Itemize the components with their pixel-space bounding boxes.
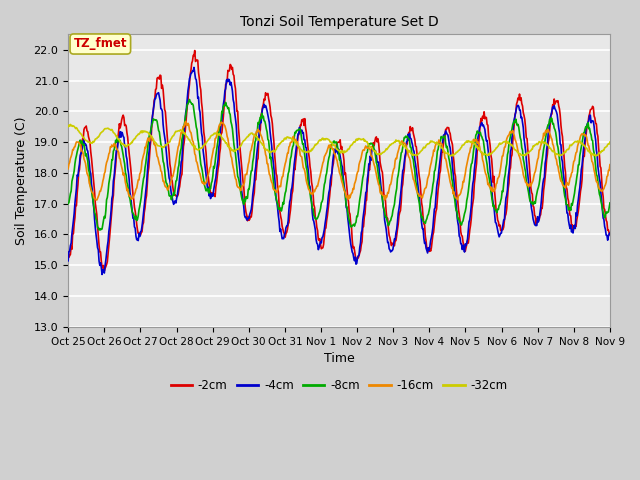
Title: Tonzi Soil Temperature Set D: Tonzi Soil Temperature Set D [239,15,438,29]
Text: TZ_fmet: TZ_fmet [74,37,127,50]
Legend: -2cm, -4cm, -8cm, -16cm, -32cm: -2cm, -4cm, -8cm, -16cm, -32cm [166,374,512,397]
Y-axis label: Soil Temperature (C): Soil Temperature (C) [15,116,28,245]
X-axis label: Time: Time [324,352,355,365]
